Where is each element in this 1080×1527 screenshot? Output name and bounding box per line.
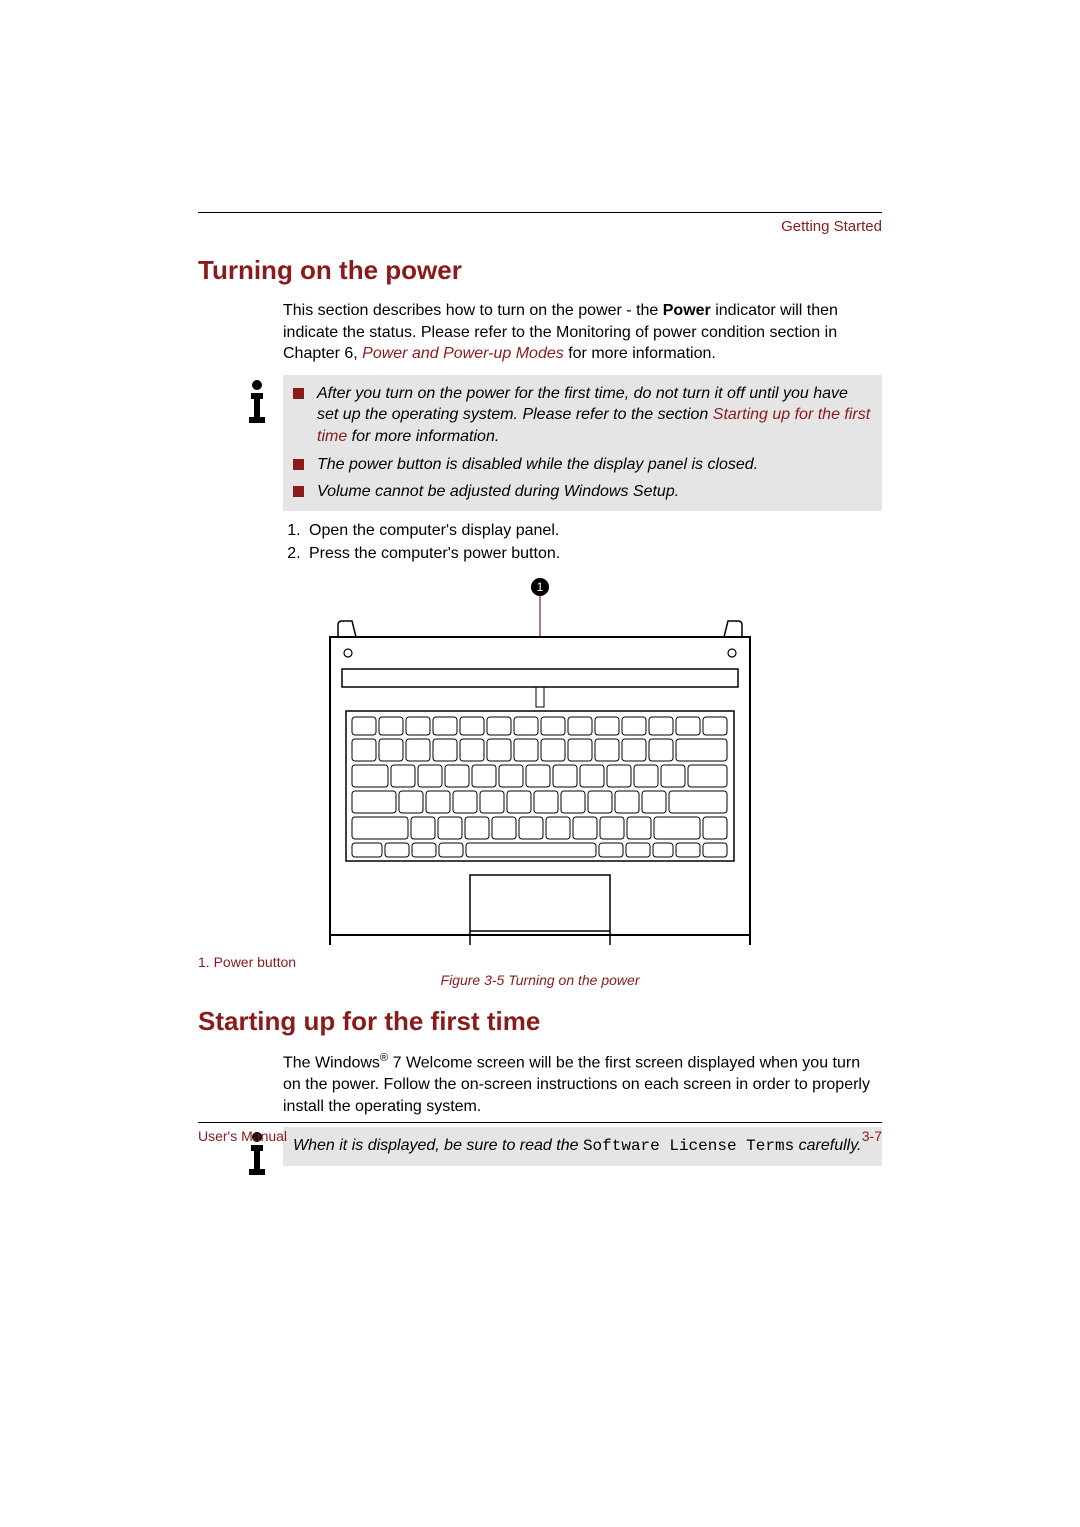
header-rule <box>198 212 882 213</box>
figure-legend: 1. Power button <box>198 954 882 970</box>
laptop-illustration: 1 <box>320 575 760 950</box>
footer-rule <box>198 1122 882 1123</box>
page-footer: User's Manual 3-7 <box>198 1128 882 1144</box>
section-heading-starting: Starting up for the first time <box>198 1006 882 1037</box>
note-item-1: After you turn on the power for the firs… <box>293 383 872 448</box>
section2-paragraph: The Windows® 7 Welcome screen will be th… <box>283 1051 882 1117</box>
steps-wrapper: Open the computer's display panel. Press… <box>283 519 882 565</box>
intro-text-post: for more information. <box>564 345 716 362</box>
info-icon <box>243 379 271 428</box>
intro-text-pre: This section describes how to turn on th… <box>283 302 663 319</box>
intro-bold: Power <box>663 302 711 319</box>
manual-page: Getting Started Turning on the power Thi… <box>0 0 1080 1527</box>
step-1: Open the computer's display panel. <box>305 519 882 542</box>
s2-pre: The Windows <box>283 1054 380 1071</box>
figure-3-5: 1 <box>198 575 882 988</box>
intro-paragraph: This section describes how to turn on th… <box>283 300 882 365</box>
note-content-1: After you turn on the power for the firs… <box>283 375 882 511</box>
callout-number: 1 <box>537 580 544 594</box>
page-content: Turning on the power This section descri… <box>198 255 882 1188</box>
step-2: Press the computer's power button. <box>305 542 882 565</box>
footer-right: 3-7 <box>862 1128 882 1144</box>
section1-body: This section describes how to turn on th… <box>283 300 882 365</box>
link-power-modes[interactable]: Power and Power-up Modes <box>362 345 564 362</box>
steps-list: Open the computer's display panel. Press… <box>283 519 882 565</box>
section-heading-power: Turning on the power <box>198 255 882 286</box>
note-item-2: The power button is disabled while the d… <box>293 454 872 476</box>
section2-body: The Windows® 7 Welcome screen will be th… <box>283 1051 882 1117</box>
note1-post: for more information. <box>347 428 499 445</box>
note-block-1: After you turn on the power for the firs… <box>243 375 882 511</box>
registered-mark: ® <box>380 1052 388 1064</box>
footer-left: User's Manual <box>198 1128 287 1144</box>
chapter-label: Getting Started <box>781 218 882 235</box>
note-item-3: Volume cannot be adjusted during Windows… <box>293 481 872 503</box>
figure-caption: Figure 3-5 Turning on the power <box>198 972 882 988</box>
